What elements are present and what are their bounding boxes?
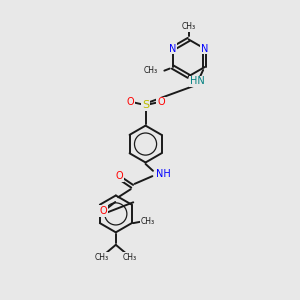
Text: O: O <box>126 98 134 107</box>
Text: O: O <box>100 206 107 216</box>
Text: CH₃: CH₃ <box>144 66 158 75</box>
Text: N: N <box>169 44 176 54</box>
Text: HN: HN <box>190 76 205 86</box>
Text: CH₃: CH₃ <box>123 253 137 262</box>
Text: CH₃: CH₃ <box>94 253 109 262</box>
Text: S: S <box>142 100 149 110</box>
Text: NH: NH <box>156 169 171 179</box>
Text: CH₃: CH₃ <box>141 217 155 226</box>
Text: O: O <box>157 98 165 107</box>
Text: N: N <box>201 44 208 54</box>
Text: O: O <box>116 171 124 181</box>
Text: CH₃: CH₃ <box>182 22 196 32</box>
